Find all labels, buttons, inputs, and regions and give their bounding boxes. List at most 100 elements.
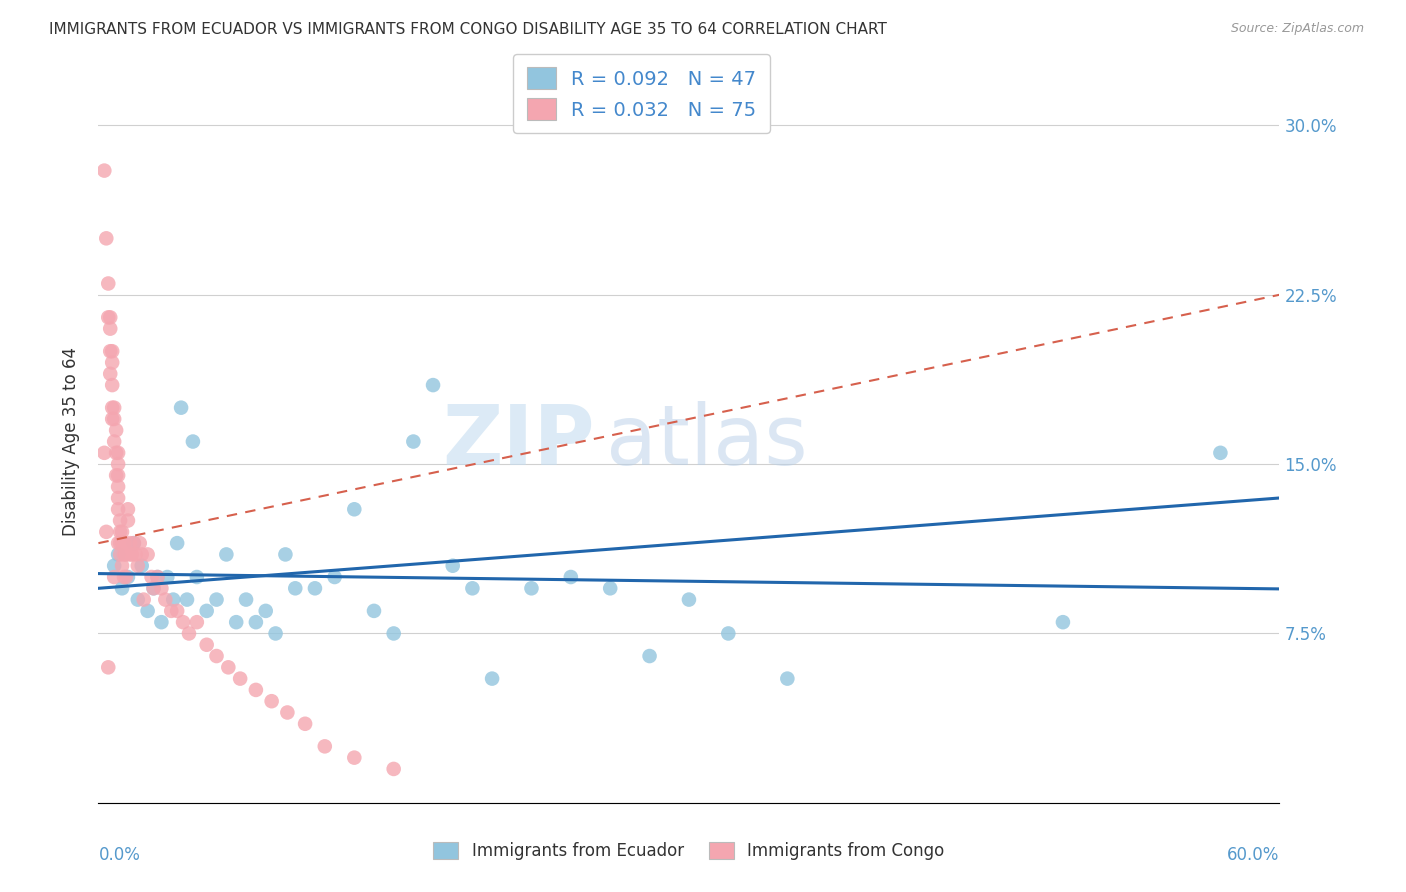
Point: [205, 648, 228, 663]
Point: [343, 502, 366, 516]
Point: [142, 582, 165, 596]
Point: [98, 367, 121, 381]
Point: [107, 536, 129, 550]
Point: [125, 548, 148, 562]
Point: [402, 434, 425, 449]
Point: [117, 570, 139, 584]
Point: [107, 548, 129, 562]
Point: [717, 626, 740, 640]
Point: [115, 570, 138, 584]
Point: [111, 524, 134, 539]
Point: [155, 592, 177, 607]
Point: [638, 648, 661, 663]
Point: [111, 536, 134, 550]
Point: [97, 310, 120, 325]
Point: [127, 592, 149, 607]
Point: [112, 548, 135, 562]
Point: [166, 604, 188, 618]
Point: [146, 570, 169, 584]
Point: [264, 626, 287, 640]
Point: [314, 739, 336, 754]
Point: [103, 401, 125, 415]
Point: [181, 434, 204, 449]
Point: [284, 582, 307, 596]
Point: [678, 592, 700, 607]
Point: [132, 592, 155, 607]
Point: [481, 672, 503, 686]
Point: [101, 401, 124, 415]
Point: [107, 446, 129, 460]
Text: atlas: atlas: [606, 401, 808, 482]
Point: [108, 536, 131, 550]
Point: [103, 558, 125, 573]
Point: [108, 548, 131, 562]
Point: [93, 163, 115, 178]
Point: [217, 660, 239, 674]
Point: [111, 558, 134, 573]
Point: [245, 682, 267, 697]
Point: [101, 378, 124, 392]
Point: [274, 548, 297, 562]
Point: [1052, 615, 1074, 630]
Point: [112, 570, 135, 584]
Point: [136, 548, 159, 562]
Point: [111, 582, 134, 596]
Text: Source: ZipAtlas.com: Source: ZipAtlas.com: [1230, 22, 1364, 36]
Text: ZIP: ZIP: [441, 401, 595, 482]
Point: [245, 615, 267, 630]
Point: [121, 548, 143, 562]
Point: [294, 716, 316, 731]
Point: [172, 615, 194, 630]
Point: [382, 626, 405, 640]
Point: [150, 615, 173, 630]
Point: [141, 570, 163, 584]
Point: [156, 570, 179, 584]
Point: [186, 615, 208, 630]
Point: [150, 582, 173, 596]
Point: [118, 536, 141, 550]
Point: [103, 412, 125, 426]
Point: [98, 321, 121, 335]
Point: [117, 502, 139, 516]
Point: [107, 457, 129, 471]
Point: [205, 592, 228, 607]
Point: [146, 570, 169, 584]
Text: IMMIGRANTS FROM ECUADOR VS IMMIGRANTS FROM CONGO DISABILITY AGE 35 TO 64 CORRELA: IMMIGRANTS FROM ECUADOR VS IMMIGRANTS FR…: [49, 22, 887, 37]
Point: [560, 570, 582, 584]
Point: [177, 626, 200, 640]
Point: [136, 604, 159, 618]
Point: [112, 536, 135, 550]
Point: [118, 548, 141, 562]
Point: [97, 660, 120, 674]
Point: [105, 423, 128, 437]
Point: [441, 558, 464, 573]
Point: [254, 604, 277, 618]
Point: [382, 762, 405, 776]
Point: [122, 536, 145, 550]
Point: [363, 604, 385, 618]
Point: [343, 750, 366, 764]
Y-axis label: Disability Age 35 to 64: Disability Age 35 to 64: [62, 347, 80, 536]
Point: [98, 344, 121, 359]
Point: [131, 548, 153, 562]
Point: [105, 468, 128, 483]
Point: [461, 582, 484, 596]
Point: [107, 491, 129, 505]
Point: [195, 604, 218, 618]
Text: 0.0%: 0.0%: [98, 847, 141, 864]
Point: [422, 378, 444, 392]
Point: [101, 344, 124, 359]
Point: [215, 548, 238, 562]
Point: [170, 401, 193, 415]
Point: [276, 706, 298, 720]
Point: [103, 434, 125, 449]
Point: [776, 672, 799, 686]
Point: [229, 672, 252, 686]
Point: [96, 231, 118, 245]
Point: [117, 514, 139, 528]
Point: [160, 604, 183, 618]
Point: [107, 480, 129, 494]
Point: [96, 524, 118, 539]
Point: [166, 536, 188, 550]
Point: [107, 502, 129, 516]
